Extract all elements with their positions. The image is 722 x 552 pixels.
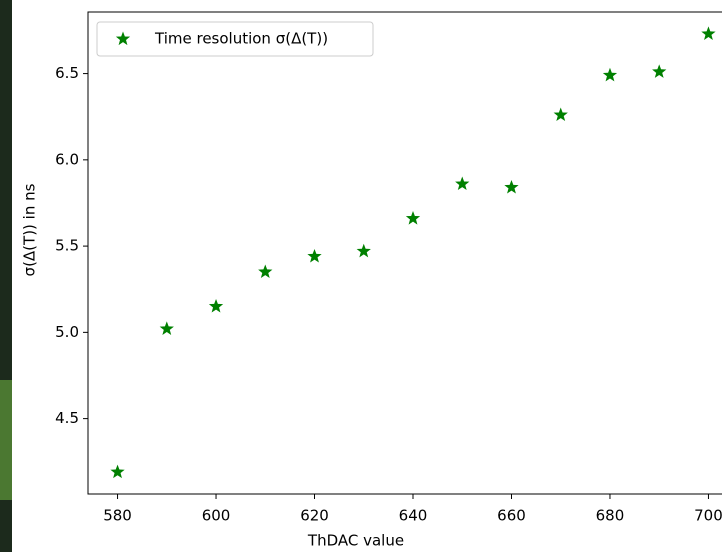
point [356, 243, 371, 258]
legend-box [96, 21, 374, 57]
y-tick-label: 5.5 [55, 237, 79, 255]
y-tick-label: 4.5 [55, 409, 79, 427]
point [701, 26, 716, 40]
x-tick-label: 640 [399, 507, 428, 525]
y-tick-label: 6.0 [55, 150, 79, 168]
background-strip [0, 380, 12, 500]
y-tick-label: 6.5 [55, 64, 79, 82]
x-axis-label: ThDAC value [307, 532, 404, 550]
point [307, 248, 322, 263]
x-tick-label: 580 [103, 507, 132, 525]
x-tick-label: 620 [300, 507, 329, 525]
point [504, 179, 519, 194]
point [208, 298, 224, 313]
y-tick-label: 5.0 [55, 323, 79, 341]
x-tick-label: 660 [497, 507, 526, 525]
point [652, 64, 667, 78]
x-tick-label: 700 [694, 507, 722, 525]
point [258, 264, 273, 279]
x-tick-label: 600 [202, 507, 231, 525]
legend-marker [115, 31, 131, 46]
point [405, 211, 421, 225]
x-tick-label: 680 [596, 507, 625, 525]
point [602, 67, 618, 82]
point [455, 176, 470, 191]
plot-frame [87, 11, 722, 495]
legend-label: Time resolution σ(Δ(T)) [154, 30, 328, 48]
point [110, 464, 125, 479]
point [553, 107, 568, 122]
y-axis-label: σ(Δ(T)) in ns [21, 183, 39, 276]
point [159, 321, 174, 335]
